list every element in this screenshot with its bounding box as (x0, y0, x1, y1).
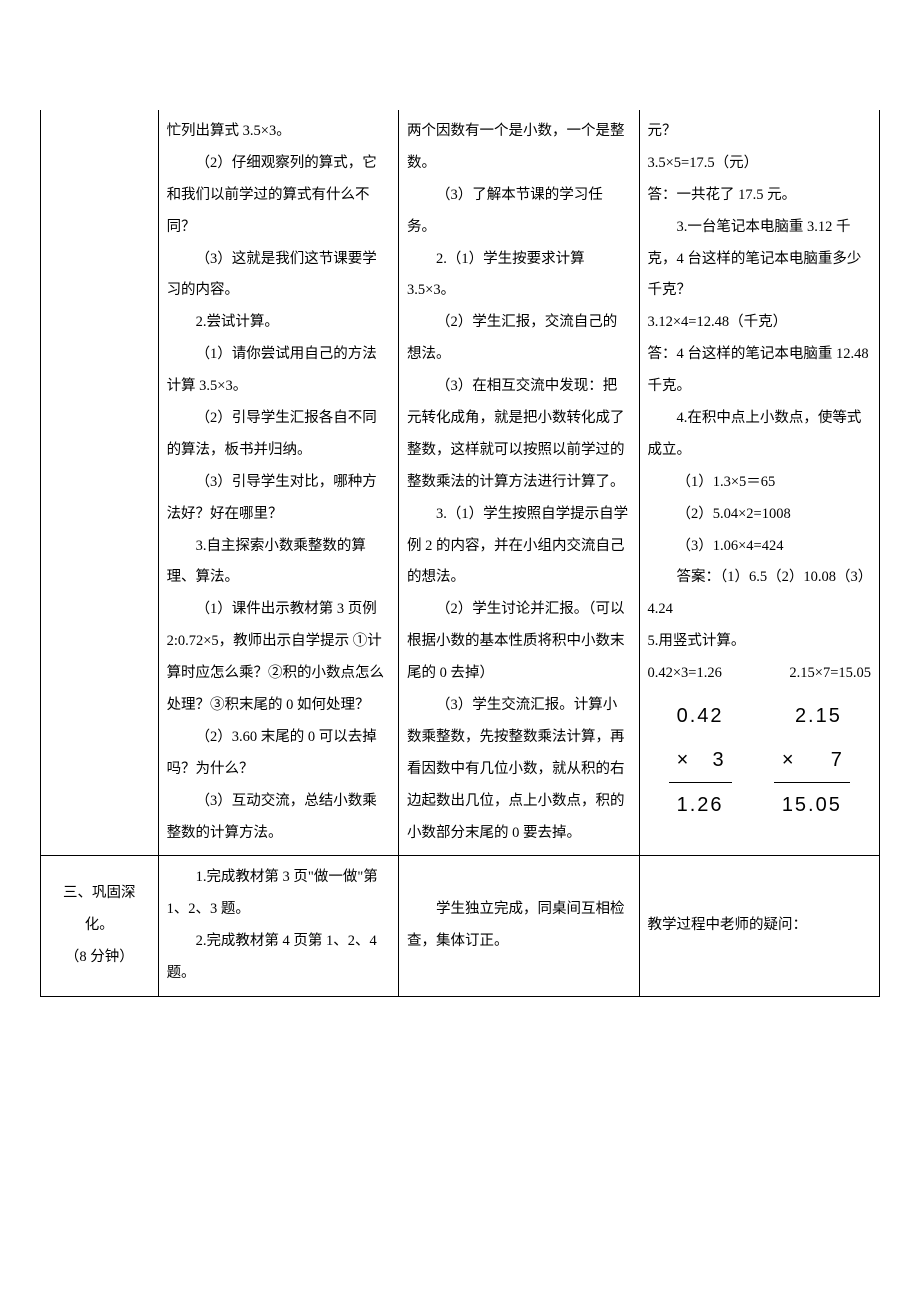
paragraph: （1）请你尝试用自己的方法计算 3.5×3。 (167, 339, 390, 403)
paragraph: 5.用竖式计算。 (648, 626, 872, 658)
paragraph: 学生独立完成，同桌间互相检查，集体订正。 (407, 894, 630, 958)
section-label-cell: 三、巩固深化。 （8 分钟） (41, 856, 159, 997)
paragraph: （3）学生交流汇报。计算小数乘整数，先按整数乘法计算，再看因数中有几位小数，就从… (407, 690, 630, 849)
calc-mult-row: × 7 (774, 738, 850, 783)
paragraph: 3.（1）学生按照自学提示自学例 2 的内容，并在小组内交流自己的想法。 (407, 499, 630, 595)
paragraph: （3）在相互交流中发现：把元转化成角，就是把小数转化成了整数，这样就可以按照以前… (407, 371, 630, 499)
calc-expressions: 0.42×3=1.26 2.15×7=15.05 (648, 658, 872, 690)
paragraph: 答案：（1）6.5（2）10.08（3）4.24 (648, 562, 872, 626)
expr: 0.42×3=1.26 (648, 658, 722, 690)
calc-top: 0.42 (669, 694, 732, 738)
calc-top: 2.15 (774, 694, 850, 738)
calc-result: 15.05 (774, 783, 850, 827)
calc-result: 1.26 (669, 783, 732, 827)
paragraph: （3）1.06×4=424 (648, 531, 872, 563)
paragraph: 3.5×5=17.5（元） (648, 148, 872, 180)
vertical-calculations: 0.42 × 3 1.26 2.15 × 7 15.05 (648, 694, 872, 827)
paragraph: 3.自主探索小数乘整数的算理、算法。 (167, 531, 390, 595)
calc-block-2: 2.15 × 7 15.05 (774, 694, 850, 827)
paragraph: 2.（1）学生按要求计算 3.5×3。 (407, 244, 630, 308)
teacher-activity-cell: 1.完成教材第 3 页"做一做"第 1、2、3 题。 2.完成教材第 4 页第 … (158, 856, 398, 997)
paragraph: （2）5.04×2=1008 (648, 499, 872, 531)
paragraph: 答：一共花了 17.5 元。 (648, 180, 872, 212)
paragraph: （3）互动交流，总结小数乘整数的计算方法。 (167, 786, 390, 850)
expr: 2.15×7=15.05 (789, 658, 871, 690)
paragraph: 教学过程中老师的疑问： (648, 910, 872, 942)
section-duration: （8 分钟） (49, 942, 150, 974)
multiplier: 7 (831, 738, 842, 782)
paragraph: （2）仔细观察列的算式，它和我们以前学过的算式有什么不同？ (167, 148, 390, 244)
paragraph: 元？ (648, 116, 872, 148)
calc-mult-row: × 3 (669, 738, 732, 783)
paragraph: 4.在积中点上小数点，使等式成立。 (648, 403, 872, 467)
multiplier: 3 (712, 738, 723, 782)
paragraph: 1.完成教材第 3 页"做一做"第 1、2、3 题。 (167, 862, 390, 926)
paragraph: 答：4 台这样的笔记本电脑重 12.48 千克。 (648, 339, 872, 403)
student-activity-cell: 学生独立完成，同桌间互相检查，集体订正。 (399, 856, 639, 997)
paragraph: 2.尝试计算。 (167, 307, 390, 339)
lesson-plan-table: 忙列出算式 3.5×3。 （2）仔细观察列的算式，它和我们以前学过的算式有什么不… (40, 110, 880, 997)
teacher-notes-cell: 教学过程中老师的疑问： (639, 856, 880, 997)
table-row-consolidation: 三、巩固深化。 （8 分钟） 1.完成教材第 3 页"做一做"第 1、2、3 题… (41, 856, 880, 997)
paragraph: 2.完成教材第 4 页第 1、2、4 题。 (167, 926, 390, 990)
student-activity-cell: 两个因数有一个是小数，一个是整数。 （3）了解本节课的学习任务。 2.（1）学生… (399, 110, 639, 856)
teacher-activity-cell: 忙列出算式 3.5×3。 （2）仔细观察列的算式，它和我们以前学过的算式有什么不… (158, 110, 398, 856)
paragraph: （1）课件出示教材第 3 页例 2:0.72×5，教师出示自学提示 ①计算时应怎… (167, 594, 390, 722)
paragraph: （2）学生汇报，交流自己的想法。 (407, 307, 630, 371)
paragraph: （3）了解本节课的学习任务。 (407, 180, 630, 244)
paragraph: （3）这就是我们这节课要学习的内容。 (167, 244, 390, 308)
paragraph: 忙列出算式 3.5×3。 (167, 116, 390, 148)
section-label-cell (41, 110, 159, 856)
calc-block-1: 0.42 × 3 1.26 (669, 694, 732, 827)
paragraph: （2）3.60 末尾的 0 可以去掉吗？为什么？ (167, 722, 390, 786)
table-row-content: 忙列出算式 3.5×3。 （2）仔细观察列的算式，它和我们以前学过的算式有什么不… (41, 110, 880, 856)
paragraph: 两个因数有一个是小数，一个是整数。 (407, 116, 630, 180)
paragraph: 3.12×4=12.48（千克） (648, 307, 872, 339)
exercise-cell: 元？ 3.5×5=17.5（元） 答：一共花了 17.5 元。 3.一台笔记本电… (639, 110, 880, 856)
times-sign: × (782, 738, 794, 782)
paragraph: （2）引导学生汇报各自不同的算法，板书并归纳。 (167, 403, 390, 467)
times-sign: × (677, 738, 689, 782)
paragraph: 3.一台笔记本电脑重 3.12 千克，4 台这样的笔记本电脑重多少千克？ (648, 212, 872, 308)
section-title: 三、巩固深化。 (49, 878, 150, 942)
paragraph: （2）学生讨论并汇报。（可以根据小数的基本性质将积中小数末尾的 0 去掉） (407, 594, 630, 690)
paragraph: （1）1.3×5＝65 (648, 467, 872, 499)
paragraph: （3）引导学生对比，哪种方法好？好在哪里？ (167, 467, 390, 531)
